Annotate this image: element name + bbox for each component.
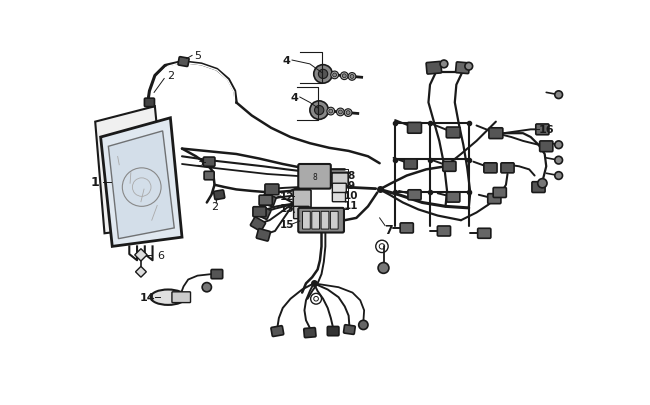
Text: 11: 11 <box>344 200 358 210</box>
Circle shape <box>333 74 337 78</box>
Circle shape <box>350 75 354 79</box>
FancyBboxPatch shape <box>400 223 413 233</box>
Text: 15: 15 <box>280 220 294 230</box>
FancyBboxPatch shape <box>408 123 421 134</box>
Circle shape <box>440 61 448 68</box>
Circle shape <box>329 110 333 114</box>
FancyBboxPatch shape <box>426 62 441 75</box>
Text: 1: 1 <box>91 176 99 189</box>
FancyBboxPatch shape <box>332 184 346 194</box>
FancyBboxPatch shape <box>344 325 355 335</box>
FancyBboxPatch shape <box>540 141 553 152</box>
Circle shape <box>538 179 547 188</box>
FancyBboxPatch shape <box>211 270 223 279</box>
Text: 16: 16 <box>538 125 554 135</box>
FancyBboxPatch shape <box>408 190 421 200</box>
Ellipse shape <box>151 290 185 305</box>
FancyBboxPatch shape <box>328 327 339 336</box>
Circle shape <box>315 106 324 115</box>
Text: 6: 6 <box>157 250 164 260</box>
Text: 13: 13 <box>280 203 294 213</box>
FancyBboxPatch shape <box>302 212 310 230</box>
FancyBboxPatch shape <box>332 173 348 186</box>
Polygon shape <box>101 119 182 247</box>
Circle shape <box>346 111 350 115</box>
Circle shape <box>341 73 348 81</box>
FancyBboxPatch shape <box>256 206 271 220</box>
Text: 2: 2 <box>211 202 218 212</box>
Circle shape <box>555 157 562 164</box>
Polygon shape <box>135 249 147 261</box>
Circle shape <box>314 66 332 84</box>
Text: 8: 8 <box>347 171 355 180</box>
FancyBboxPatch shape <box>484 164 497 173</box>
FancyBboxPatch shape <box>443 162 456 172</box>
FancyBboxPatch shape <box>172 292 190 303</box>
FancyBboxPatch shape <box>253 207 266 217</box>
FancyBboxPatch shape <box>332 193 346 202</box>
Circle shape <box>555 92 562 99</box>
Text: 3: 3 <box>196 157 203 167</box>
FancyBboxPatch shape <box>204 172 214 180</box>
FancyBboxPatch shape <box>488 194 501 204</box>
FancyBboxPatch shape <box>265 185 279 195</box>
Text: 7: 7 <box>384 224 393 237</box>
FancyBboxPatch shape <box>293 190 311 208</box>
Circle shape <box>202 283 211 292</box>
FancyBboxPatch shape <box>203 158 215 167</box>
FancyBboxPatch shape <box>298 164 331 189</box>
FancyBboxPatch shape <box>304 328 316 338</box>
Polygon shape <box>95 107 166 234</box>
FancyBboxPatch shape <box>312 212 320 230</box>
FancyBboxPatch shape <box>214 190 225 200</box>
Polygon shape <box>109 132 174 239</box>
Circle shape <box>344 109 352 117</box>
Circle shape <box>343 75 346 79</box>
FancyBboxPatch shape <box>437 226 450 237</box>
Polygon shape <box>135 267 146 277</box>
Circle shape <box>331 72 339 79</box>
Circle shape <box>378 263 389 274</box>
Circle shape <box>339 111 343 115</box>
FancyBboxPatch shape <box>178 58 189 67</box>
Circle shape <box>555 172 562 180</box>
Text: 5: 5 <box>194 51 201 61</box>
Circle shape <box>555 141 562 149</box>
FancyBboxPatch shape <box>489 128 503 139</box>
FancyBboxPatch shape <box>493 188 506 198</box>
FancyBboxPatch shape <box>532 182 545 193</box>
FancyBboxPatch shape <box>404 160 417 170</box>
FancyBboxPatch shape <box>501 164 514 173</box>
FancyBboxPatch shape <box>294 207 309 219</box>
Circle shape <box>359 320 368 330</box>
FancyBboxPatch shape <box>259 196 272 206</box>
FancyBboxPatch shape <box>256 229 270 241</box>
Text: 10: 10 <box>344 190 358 200</box>
FancyBboxPatch shape <box>456 63 469 75</box>
Text: 14: 14 <box>139 292 155 303</box>
Text: 9: 9 <box>347 180 354 190</box>
Text: 4: 4 <box>283 56 291 66</box>
Text: 2: 2 <box>167 71 174 81</box>
FancyBboxPatch shape <box>144 99 155 107</box>
Circle shape <box>327 108 335 116</box>
Circle shape <box>337 109 344 117</box>
Text: 4: 4 <box>291 93 298 103</box>
FancyBboxPatch shape <box>250 217 265 232</box>
Circle shape <box>310 102 328 120</box>
FancyBboxPatch shape <box>330 212 338 230</box>
FancyBboxPatch shape <box>261 194 276 207</box>
FancyBboxPatch shape <box>536 125 549 135</box>
Circle shape <box>348 73 356 81</box>
FancyBboxPatch shape <box>478 229 491 239</box>
Text: 8: 8 <box>312 173 317 181</box>
Circle shape <box>465 63 473 71</box>
FancyBboxPatch shape <box>271 326 283 337</box>
FancyBboxPatch shape <box>447 193 460 202</box>
Text: 12: 12 <box>280 192 294 202</box>
FancyBboxPatch shape <box>447 128 460 139</box>
FancyBboxPatch shape <box>298 208 344 233</box>
FancyBboxPatch shape <box>321 212 329 230</box>
Circle shape <box>318 70 328 79</box>
